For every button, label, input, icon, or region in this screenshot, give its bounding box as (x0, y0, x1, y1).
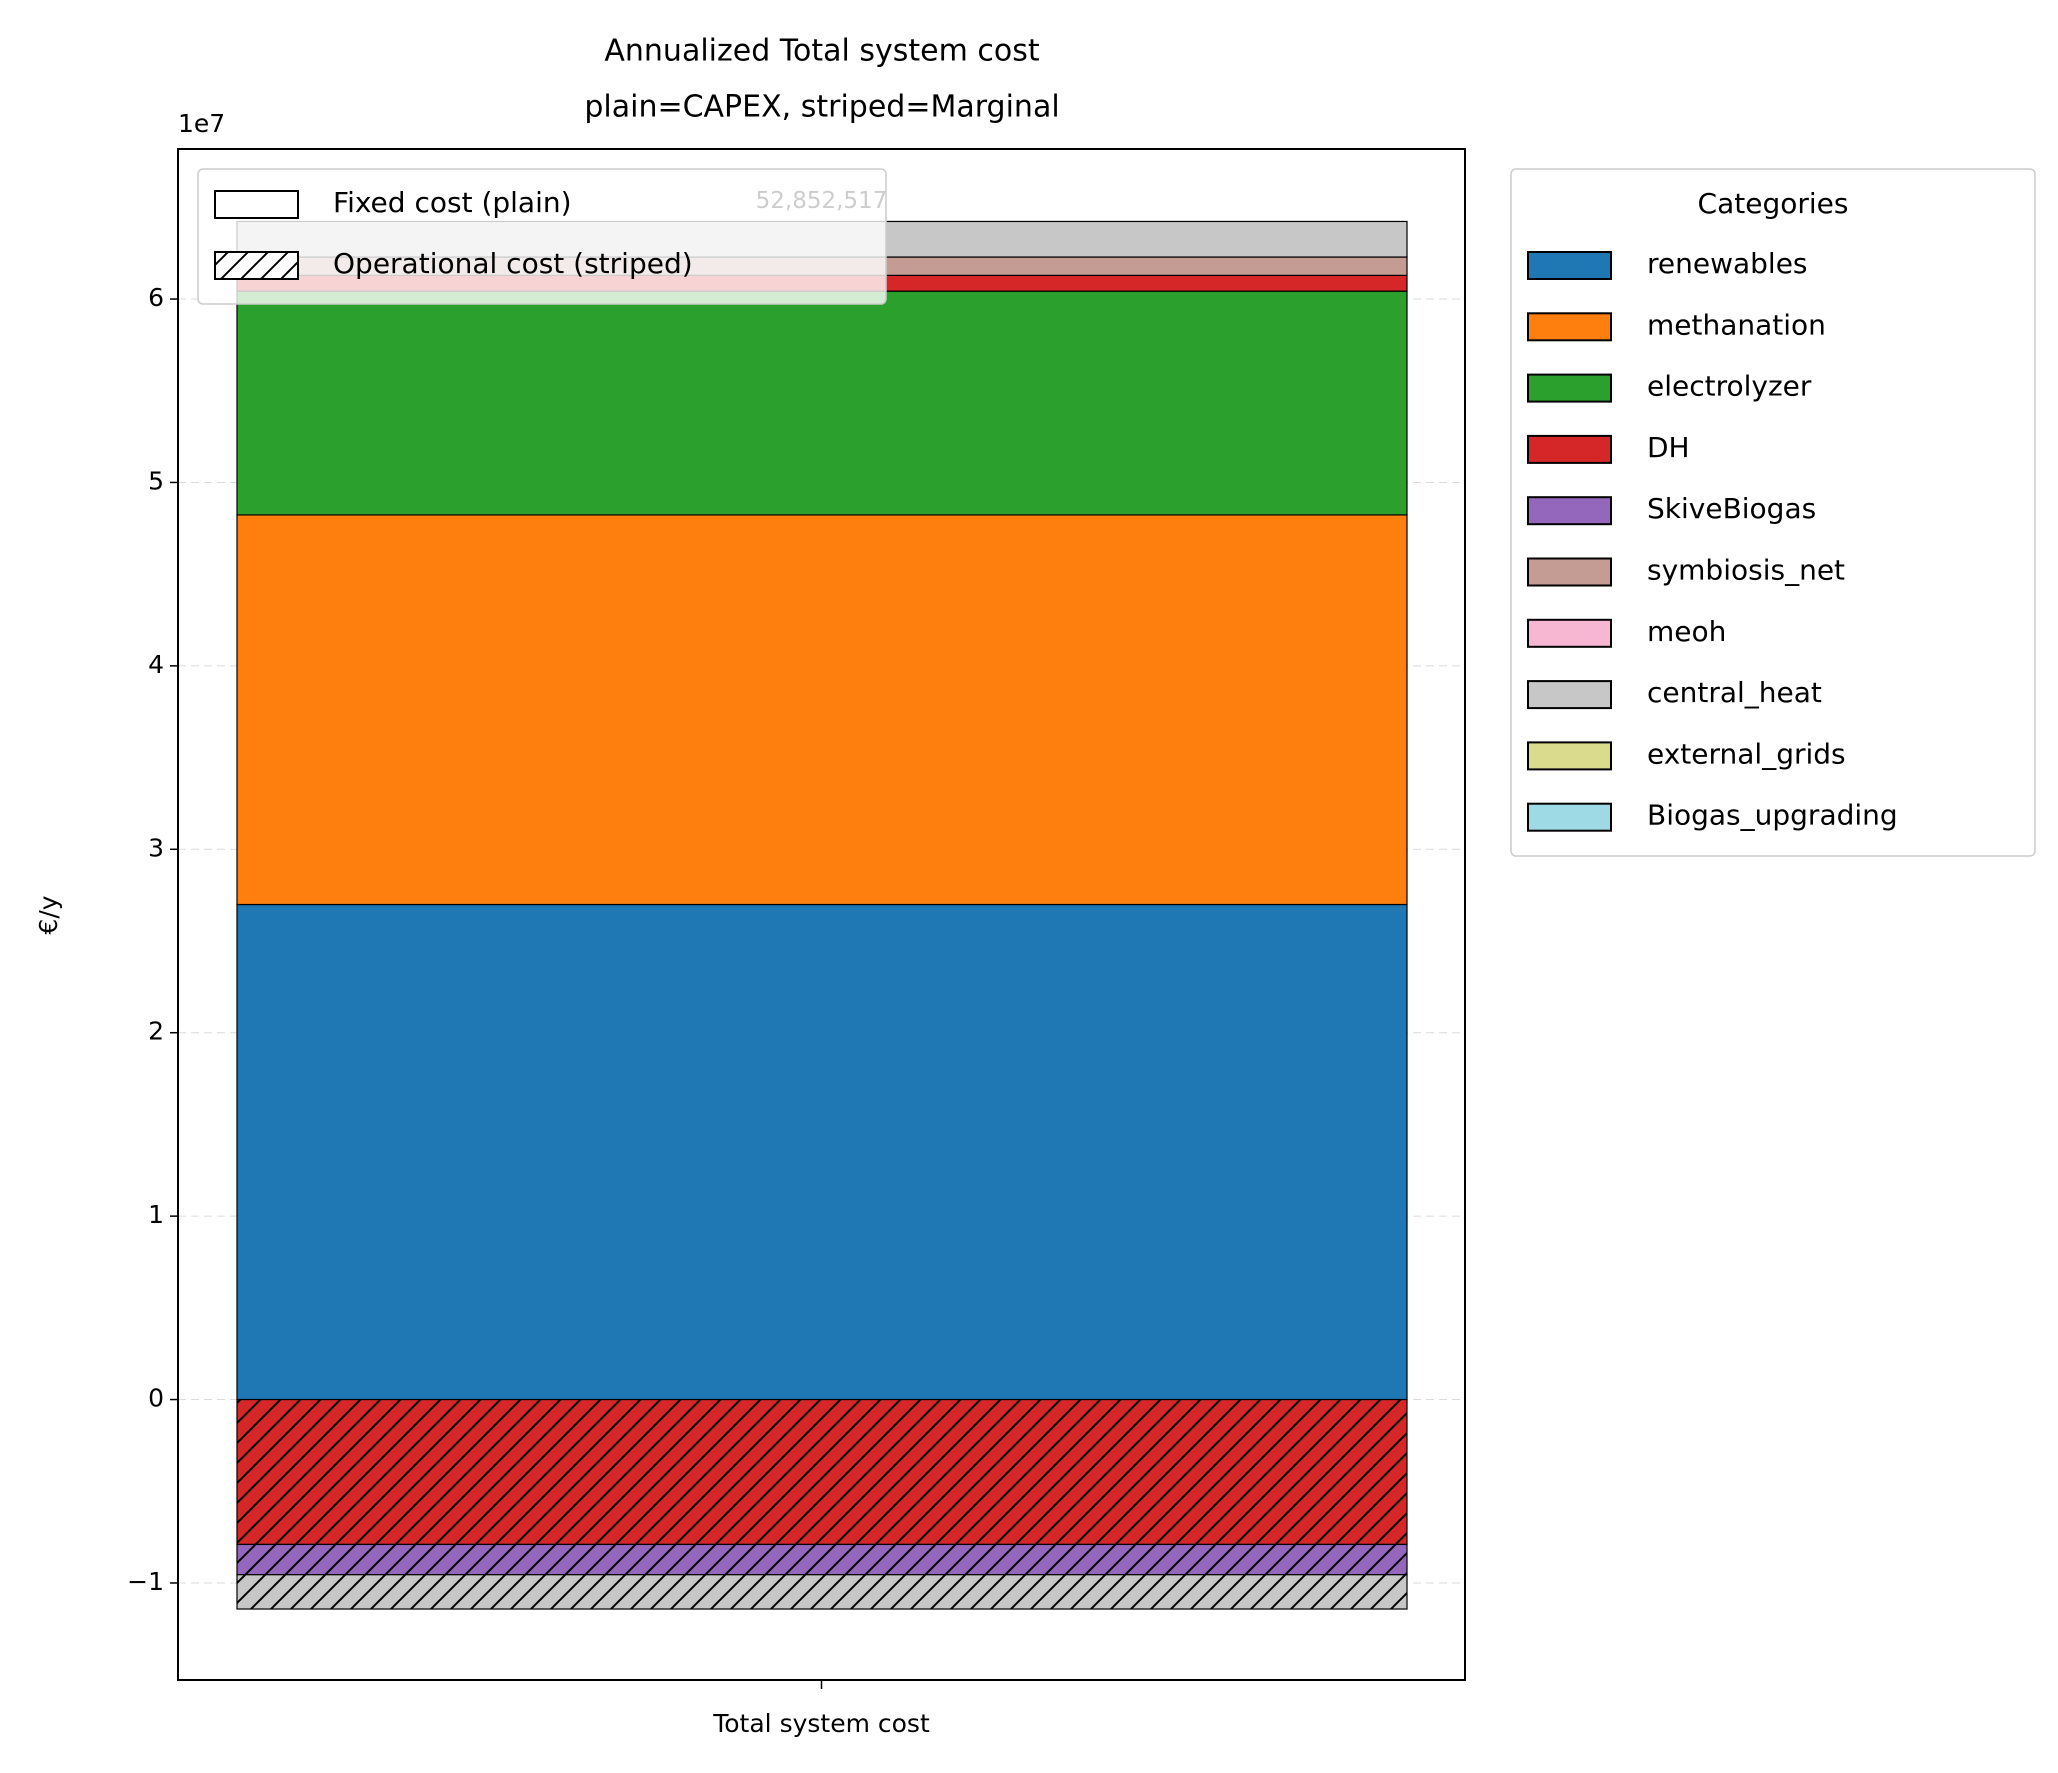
legend-title: Categories (1698, 187, 1849, 220)
legend-frame (197, 168, 887, 305)
legend-label: central_heat (1647, 676, 1822, 709)
y-tick-label: −1 (127, 1567, 164, 1596)
bar-segment (236, 290, 1408, 516)
chart-title: Annualized Total system cost (604, 34, 1039, 69)
legend-swatch (1527, 373, 1612, 403)
legend-swatch (1527, 312, 1612, 342)
y-tick-label: 5 (148, 466, 164, 495)
legend-label: symbiosis_net (1647, 554, 1845, 587)
y-tick-label: 1 (148, 1200, 164, 1229)
y-tick-label: 4 (148, 650, 164, 679)
axis-offset: 1e7 (178, 109, 225, 138)
bar-segment (236, 903, 1408, 1401)
hatch (237, 1544, 1407, 1575)
plot-frame (177, 148, 1466, 1681)
legend: Categories renewables methanation electroly… (1510, 168, 2036, 857)
legend-swatch (1527, 741, 1612, 771)
legend-swatch (1527, 434, 1612, 464)
legend-label: renewables (1647, 247, 1808, 280)
legend-label: Operational cost (striped) (333, 247, 693, 280)
hatch-legend: Fixed cost (plain) Operational cost (stri… (197, 168, 887, 305)
bar-segment (236, 514, 1408, 906)
y-tick-label: 6 (148, 283, 164, 312)
legend-label: SkiveBiogas (1647, 492, 1816, 525)
legend-swatch (1527, 251, 1612, 280)
legend-label: DH (1647, 431, 1690, 464)
legend-label: external_grids (1647, 737, 1846, 770)
y-tick-label: 2 (148, 1017, 164, 1046)
legend-label: Fixed cost (plain) (333, 186, 572, 219)
y-axis-label: €/y (34, 895, 63, 934)
legend-label: methanation (1647, 308, 1826, 341)
hatch (237, 1399, 1407, 1545)
legend-hatch (215, 252, 298, 279)
legend-frame (1510, 168, 2036, 857)
legend-swatch (1527, 496, 1612, 526)
legend-label: meoh (1647, 615, 1726, 648)
legend-label: electrolyzer (1647, 370, 1812, 403)
legend-swatch (1527, 802, 1612, 832)
legend-swatch (1527, 618, 1612, 648)
legend-swatch (1527, 680, 1612, 710)
x-tick-label: Total system cost (712, 1709, 930, 1738)
legend-swatch (1527, 557, 1612, 587)
y-tick-label: 3 (148, 833, 164, 862)
legend-label: Biogas_upgrading (1647, 799, 1898, 832)
legend-swatch (214, 190, 299, 219)
y-tick-label: 0 (148, 1384, 164, 1413)
hatch (237, 1574, 1407, 1610)
chart-subtitle: plain=CAPEX, striped=Marginal (584, 90, 1059, 125)
